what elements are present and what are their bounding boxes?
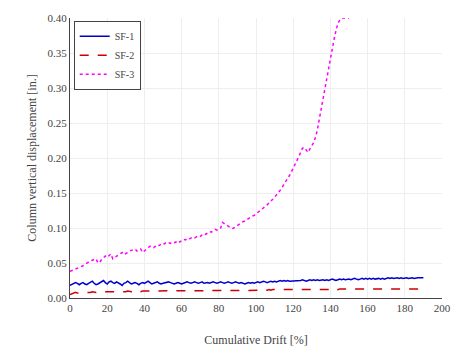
svg-text:80: 80 xyxy=(213,302,225,314)
svg-text:0.10: 0.10 xyxy=(48,222,68,234)
svg-text:200: 200 xyxy=(434,302,451,314)
svg-text:0.35: 0.35 xyxy=(48,47,68,59)
svg-text:0.25: 0.25 xyxy=(48,117,68,129)
svg-text:60: 60 xyxy=(176,302,188,314)
svg-text:20: 20 xyxy=(102,302,114,314)
svg-text:0.00: 0.00 xyxy=(48,292,68,304)
svg-text:SF-3: SF-3 xyxy=(115,69,134,80)
svg-text:0.15: 0.15 xyxy=(48,187,68,199)
svg-text:0.05: 0.05 xyxy=(48,257,68,269)
svg-text:0.20: 0.20 xyxy=(48,152,68,164)
svg-text:0: 0 xyxy=(67,302,73,314)
svg-text:160: 160 xyxy=(359,302,376,314)
svg-text:Cumulative Drift [%]: Cumulative Drift [%] xyxy=(204,333,307,347)
svg-text:140: 140 xyxy=(322,302,339,314)
svg-text:SF-1: SF-1 xyxy=(115,31,134,42)
svg-text:120: 120 xyxy=(285,302,302,314)
svg-text:40: 40 xyxy=(139,302,151,314)
svg-text:180: 180 xyxy=(397,302,414,314)
svg-text:SF-2: SF-2 xyxy=(115,50,134,61)
svg-text:0.40: 0.40 xyxy=(48,12,68,24)
svg-text:100: 100 xyxy=(248,302,265,314)
svg-text:0.30: 0.30 xyxy=(48,82,68,94)
svg-text:Column vertical displacement [: Column vertical displacement [in.] xyxy=(25,74,39,241)
